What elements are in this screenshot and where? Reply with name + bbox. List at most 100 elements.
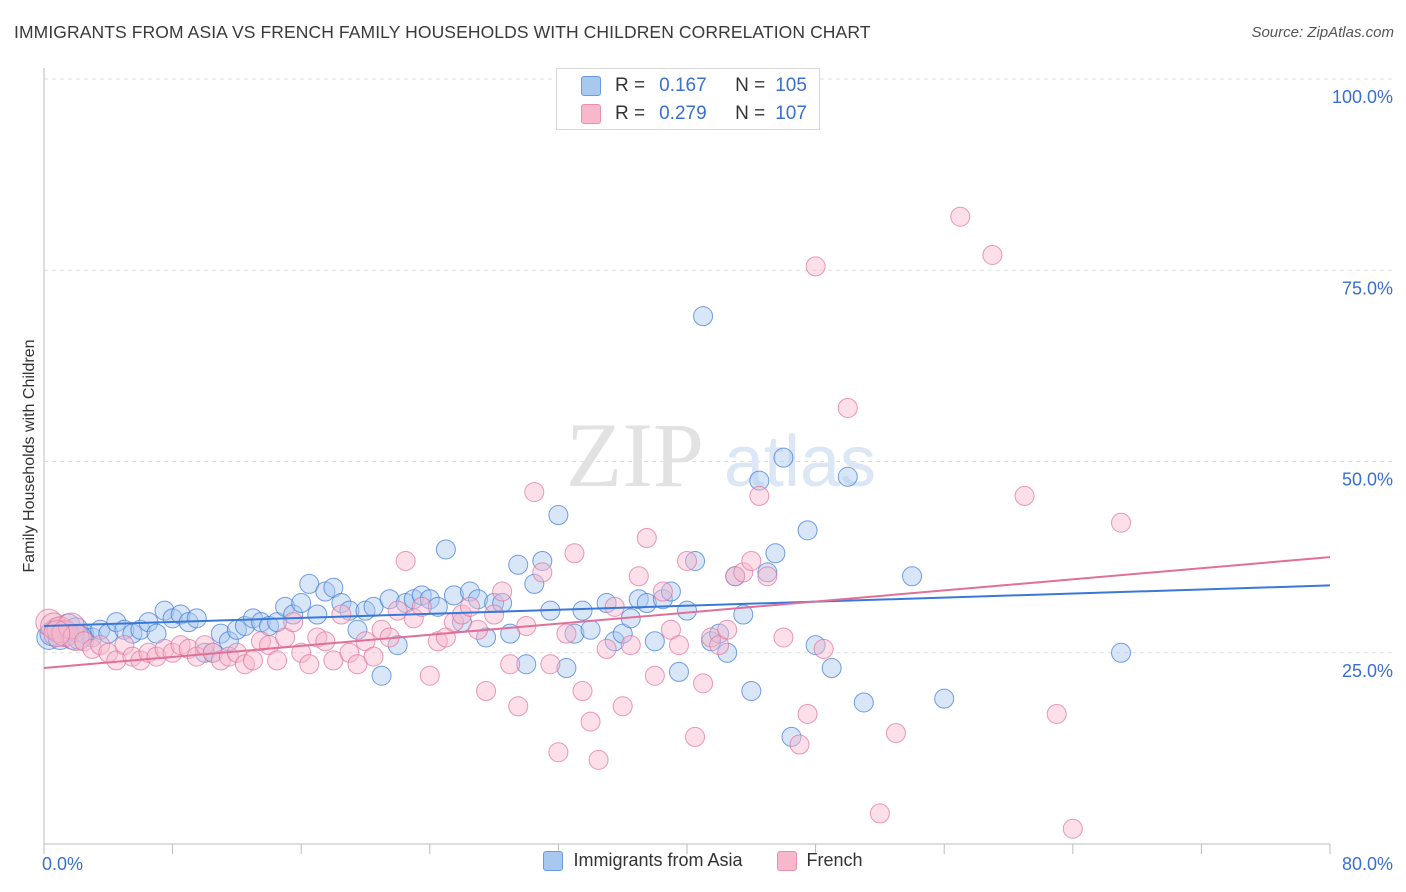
point-asia: [741, 681, 762, 701]
point-asia: [853, 692, 874, 713]
point-asia: [476, 627, 497, 648]
point-french: [524, 482, 545, 503]
point-french: [114, 635, 135, 656]
point-asia: [387, 635, 408, 656]
point-asia: [154, 600, 175, 621]
point-asia: [299, 573, 320, 594]
point-asia: [379, 589, 400, 610]
tick-labels: 25.0% 50.0% 75.0% 100.0% 0.0% 80.0%: [42, 87, 1393, 874]
point-asia: [548, 505, 569, 526]
point-french: [1062, 818, 1083, 839]
legend-swatch-asia: [581, 76, 601, 96]
point-asia: [347, 619, 368, 640]
point-asia: [468, 589, 489, 610]
series-legend: Immigrants from Asia French: [0, 850, 1406, 871]
watermark-zip: ZIP: [566, 404, 704, 506]
point-asia: [660, 581, 681, 602]
point-french: [596, 638, 617, 659]
point-asia: [749, 470, 770, 491]
point-asia: [580, 619, 601, 640]
point-french: [476, 681, 497, 701]
point-asia: [572, 600, 593, 621]
point-asia: [331, 593, 352, 614]
point-asia: [837, 466, 858, 487]
point-french: [508, 696, 529, 717]
point-french: [242, 650, 263, 671]
point-french: [733, 562, 754, 583]
point-french: [178, 638, 199, 659]
point-asia: [307, 604, 328, 625]
point-french: [869, 803, 890, 824]
point-french: [789, 734, 810, 755]
point-asia: [371, 665, 392, 686]
point-french: [749, 485, 770, 506]
x-tick-label: 0.0%: [42, 854, 83, 874]
x-tick-label: 80.0%: [1342, 854, 1393, 874]
trend-lines: [43, 556, 1331, 670]
point-asia: [934, 688, 955, 709]
point-asia: [773, 447, 794, 468]
legend-r-value: 0.167: [659, 75, 707, 96]
trend-line-french: [43, 556, 1331, 670]
legend-n-value: 105: [775, 75, 807, 96]
y-tick-label: 75.0%: [1342, 278, 1393, 298]
point-french: [1111, 512, 1132, 533]
point-french: [532, 562, 553, 583]
trend-line-asia: [43, 584, 1331, 627]
point-asia: [821, 658, 842, 679]
legend-n-label: N =: [735, 75, 766, 96]
point-french: [580, 711, 601, 732]
chart-title: IMMIGRANTS FROM ASIA VS FRENCH FAMILY HO…: [14, 22, 871, 42]
point-french: [717, 619, 738, 640]
watermark: ZIP atlas: [566, 404, 876, 506]
point-asia: [564, 623, 585, 644]
point-french: [628, 566, 649, 587]
point-asia: [516, 654, 537, 675]
point-french: [693, 673, 714, 694]
point-french: [885, 723, 906, 744]
point-french: [805, 256, 826, 277]
point-asia: [210, 623, 231, 644]
point-french: [46, 616, 74, 644]
point-french: [363, 646, 384, 667]
legend-item-asia: Immigrants from Asia: [543, 850, 743, 871]
legend-item-french: French: [776, 850, 863, 871]
point-asia: [532, 550, 553, 571]
point-french: [757, 566, 778, 587]
point-french: [299, 654, 320, 675]
point-asia: [781, 726, 802, 747]
point-french: [267, 650, 288, 671]
point-asia: [677, 600, 697, 621]
point-french: [548, 742, 569, 763]
point-french: [484, 604, 505, 625]
point-french: [283, 612, 304, 633]
point-asia: [234, 615, 255, 636]
legend-r-value: 0.279: [659, 103, 707, 124]
point-french: [644, 665, 665, 686]
y-tick-label: 100.0%: [1332, 87, 1393, 107]
legend-n-value: 107: [775, 103, 807, 124]
point-asia: [106, 612, 127, 633]
point-french: [291, 642, 312, 663]
point-french: [612, 696, 633, 717]
point-asia: [186, 608, 207, 629]
point-asia: [130, 619, 151, 640]
stats-legend: R = 0.167 N = 105 R = 0.279 N = 107: [556, 68, 820, 130]
point-french: [540, 654, 561, 675]
point-french: [315, 631, 336, 652]
y-tick-label: 25.0%: [1342, 661, 1393, 681]
point-french: [1014, 485, 1035, 506]
point-french: [837, 397, 858, 418]
point-asia: [604, 631, 625, 652]
point-french: [395, 550, 416, 571]
point-french: [588, 749, 609, 770]
point-asia: [693, 306, 714, 327]
point-french: [492, 581, 513, 602]
point-asia: [652, 589, 673, 610]
legend-swatch-french: [581, 104, 601, 124]
point-french: [982, 244, 1003, 265]
point-asia: [1111, 642, 1132, 663]
point-asia: [556, 658, 577, 679]
point-french: [331, 604, 352, 625]
